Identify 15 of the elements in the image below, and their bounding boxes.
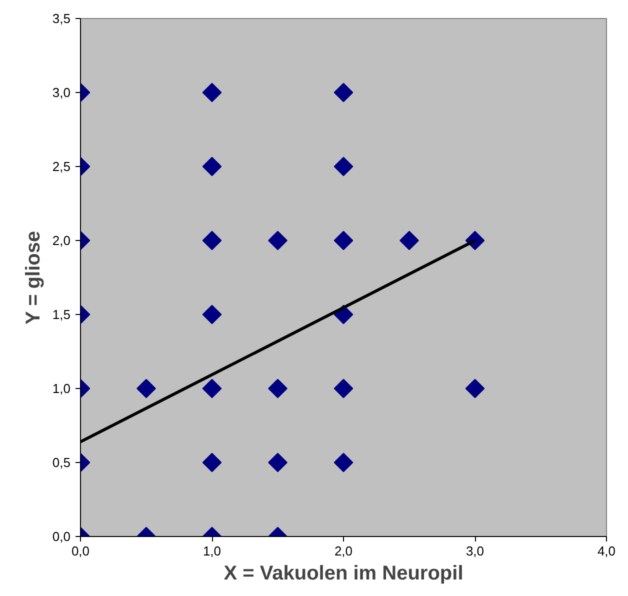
y-tick-label: 2,0 xyxy=(52,233,71,248)
x-tick-label: 2,0 xyxy=(334,544,353,558)
y-tick-label: 1,0 xyxy=(52,381,71,396)
y-axis-title: Y = gliose xyxy=(22,230,44,324)
y-tick-label: 3,0 xyxy=(52,85,71,100)
y-tick-label: 0,0 xyxy=(52,529,71,544)
y-tick-label: 3,5 xyxy=(52,11,71,26)
x-tick-label: 1,0 xyxy=(202,544,222,558)
y-tick-label: 2,5 xyxy=(52,159,71,174)
y-tick-label: 0,5 xyxy=(52,455,71,470)
x-tick-label: 3,0 xyxy=(466,544,484,558)
x-axis-title: X = Vakuolen im Neuropil xyxy=(224,562,464,584)
y-tick-label: 1,5 xyxy=(52,307,71,322)
x-tick-label: 4,0 xyxy=(597,544,616,558)
x-tick-label: 0,0 xyxy=(71,544,90,558)
